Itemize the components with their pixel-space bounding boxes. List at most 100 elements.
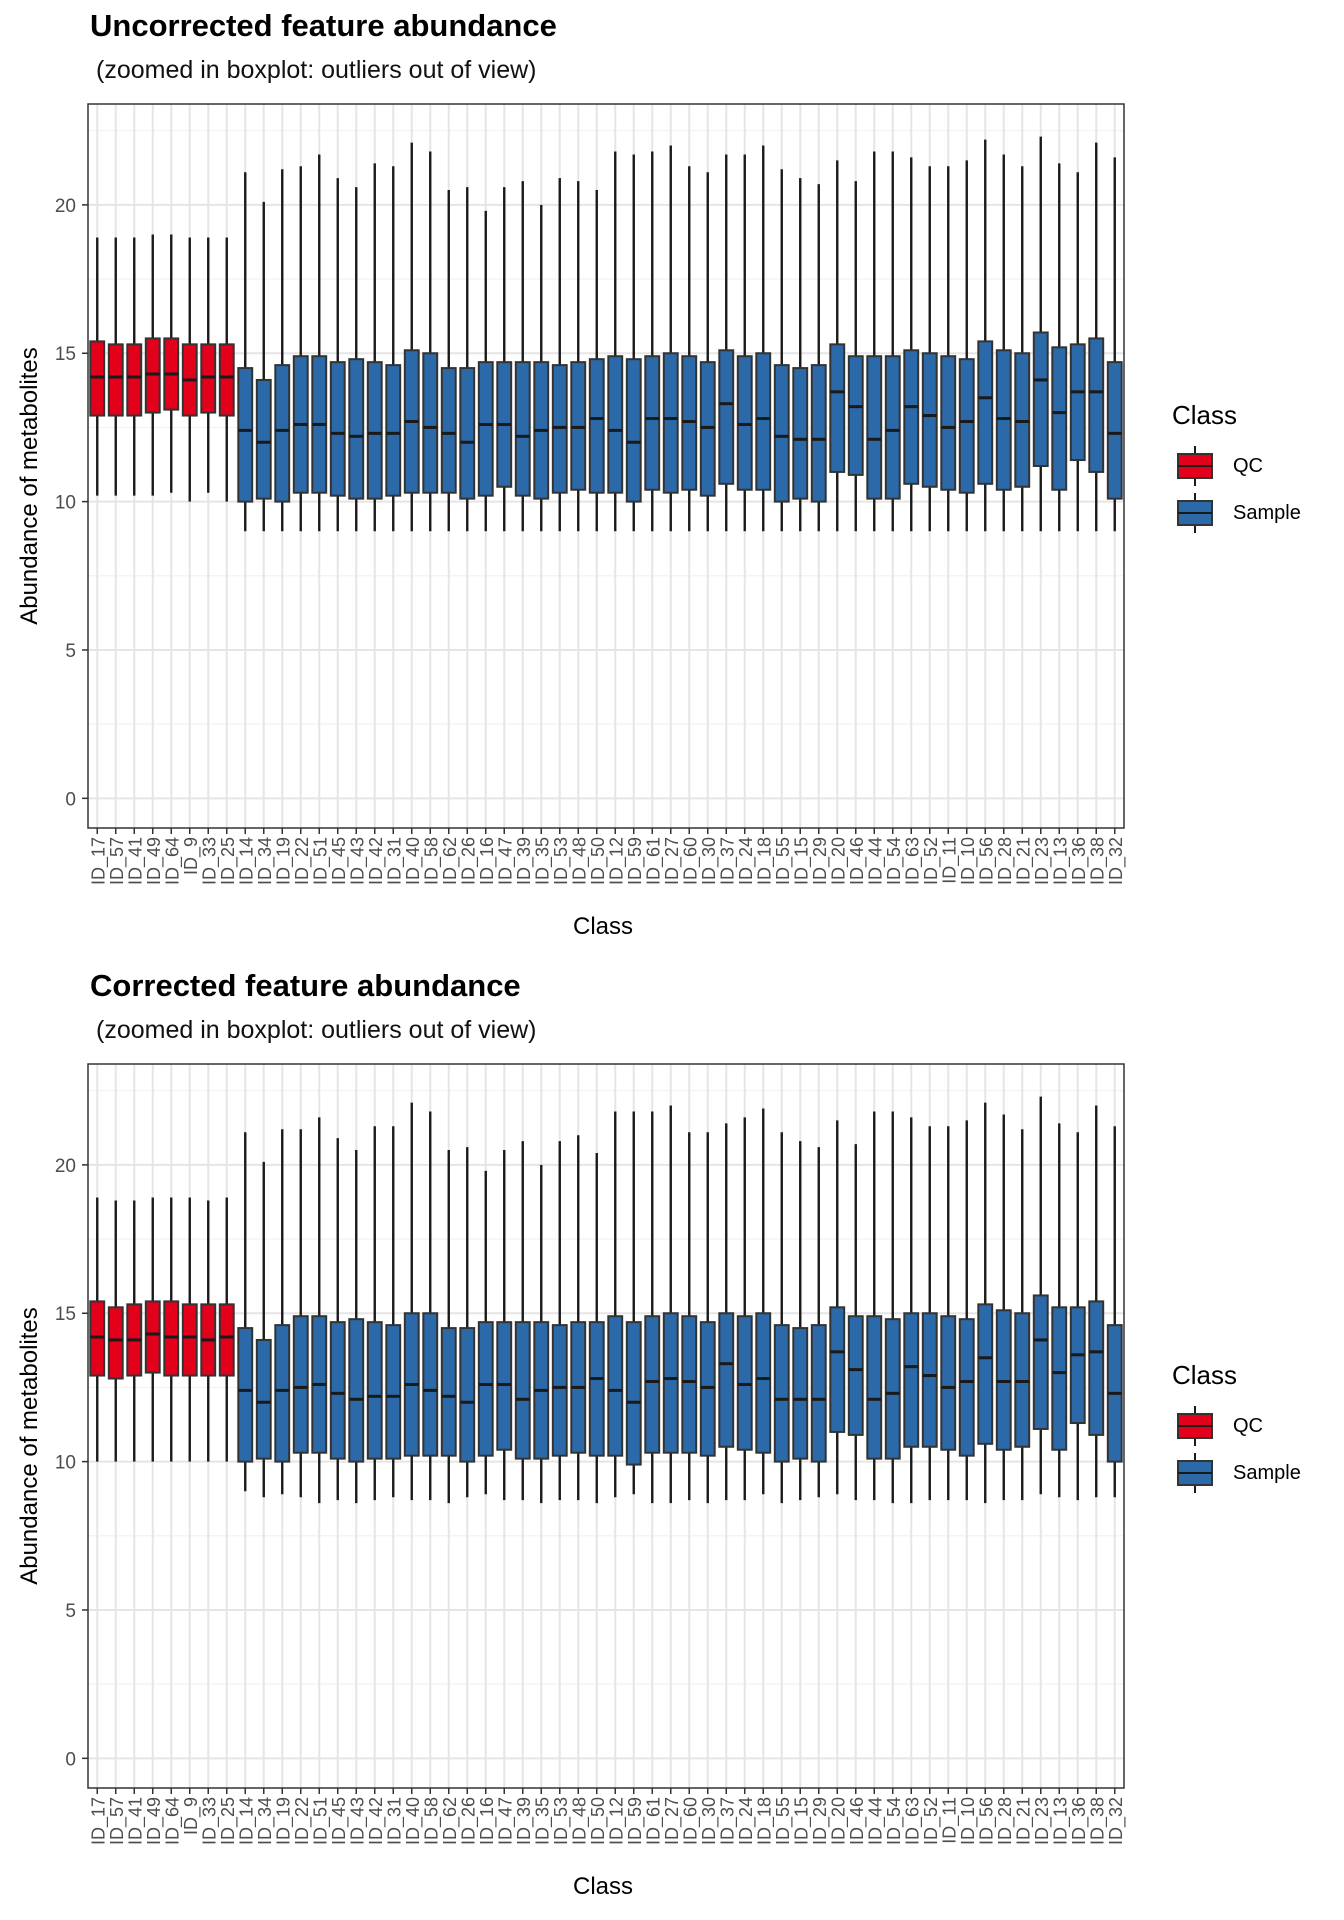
box-iqr — [144, 1300, 161, 1374]
x-tick-label: ID_19 — [273, 1797, 294, 1845]
x-tick-label: ID_13 — [1050, 1797, 1071, 1845]
x-axis-label: Class — [573, 913, 634, 940]
chart-subtitle: (zoomed in boxplot: outliers out of view… — [96, 1016, 537, 1044]
box-iqr — [366, 1321, 383, 1460]
box-iqr — [903, 349, 920, 485]
box-iqr — [866, 355, 883, 500]
box-iqr — [440, 1327, 457, 1457]
box-iqr — [625, 1321, 642, 1466]
box-iqr — [1088, 337, 1105, 473]
x-tick-label: ID_60 — [680, 1797, 701, 1845]
legend-label-sample: Sample — [1233, 1462, 1301, 1484]
box-ID_25 — [218, 237, 235, 502]
box-ID_53 — [551, 178, 568, 532]
box-iqr — [884, 1318, 901, 1460]
box-ID_49 — [144, 234, 161, 496]
box-iqr — [218, 343, 235, 417]
legend-key-qc — [1177, 1406, 1213, 1446]
x-tick-label: ID_22 — [292, 837, 313, 885]
box-ID_9 — [181, 237, 198, 502]
box-ID_19 — [274, 169, 291, 532]
box-iqr — [440, 367, 457, 494]
box-iqr — [348, 358, 365, 500]
box-ID_45 — [329, 1138, 346, 1501]
x-tick-label: ID_62 — [440, 1797, 461, 1845]
chart-panel-uncorrected: Uncorrected feature abundance (zoomed in… — [16, 8, 1301, 940]
x-tick-label: ID_26 — [458, 1797, 479, 1845]
box-ID_43 — [348, 187, 365, 532]
box-iqr — [551, 1324, 568, 1457]
boxplot-svg: 05101520ID_17ID_57ID_41ID_49ID_64ID_9ID_… — [55, 103, 1213, 885]
x-tick-label: ID_37 — [717, 837, 738, 885]
x-tick-label: ID_53 — [551, 837, 572, 885]
box-ID_26 — [459, 187, 476, 532]
x-tick-label: ID_48 — [569, 837, 590, 885]
x-tick-label: ID_40 — [403, 837, 424, 885]
x-tick-label: ID_60 — [680, 837, 701, 885]
box-ID_50 — [588, 1153, 605, 1504]
x-tick-label: ID_41 — [125, 837, 146, 885]
box-ID_12 — [607, 151, 624, 532]
box-iqr — [588, 358, 605, 494]
box-iqr — [366, 361, 383, 500]
x-tick-label: ID_40 — [403, 1797, 424, 1845]
box-ID_31 — [385, 1126, 402, 1498]
x-tick-label: ID_45 — [329, 837, 350, 885]
box-ID_20 — [829, 1120, 846, 1495]
box-iqr — [662, 352, 679, 494]
box-iqr — [274, 364, 291, 503]
box-iqr — [773, 1324, 790, 1463]
box-iqr — [107, 343, 124, 417]
x-tick-label: ID_24 — [736, 1797, 757, 1845]
box-iqr — [218, 1303, 235, 1377]
x-tick-label: ID_50 — [588, 837, 609, 885]
box-iqr — [459, 367, 476, 500]
x-tick-label: ID_30 — [699, 1797, 720, 1845]
x-tick-label: ID_17 — [88, 1797, 109, 1845]
box-ID_32 — [1106, 1126, 1123, 1498]
x-tick-label: ID_45 — [329, 1797, 350, 1845]
y-tick-label: 15 — [55, 1304, 76, 1325]
x-tick-label: ID_46 — [847, 837, 868, 885]
box-ID_46 — [847, 1144, 864, 1501]
x-tick-label: ID_56 — [976, 837, 997, 885]
box-ID_24 — [736, 1117, 753, 1501]
box-ID_30 — [699, 1132, 716, 1504]
x-tick-label: ID_17 — [88, 837, 109, 885]
x-tick-label: ID_35 — [532, 1797, 553, 1845]
x-tick-label: ID_15 — [791, 1797, 812, 1845]
box-ID_18 — [755, 145, 772, 532]
box-iqr — [126, 343, 143, 417]
x-tick-label: ID_63 — [902, 1797, 923, 1845]
legend-title: Class — [1172, 400, 1238, 430]
y-tick-label: 10 — [55, 1453, 76, 1474]
box-iqr — [107, 1306, 124, 1380]
box-ID_58 — [422, 151, 439, 532]
box-ID_19 — [274, 1129, 291, 1495]
x-tick-label: ID_34 — [255, 837, 276, 885]
x-tick-label: ID_51 — [310, 1797, 331, 1845]
box-iqr — [255, 378, 272, 500]
box-iqr — [921, 1312, 938, 1448]
box-ID_23 — [1032, 1096, 1049, 1495]
plot-border — [87, 103, 1125, 829]
box-iqr — [237, 367, 254, 503]
box-iqr — [847, 355, 864, 476]
box-ID_33 — [200, 237, 217, 493]
y-tick-label: 10 — [55, 493, 76, 514]
box-ID_29 — [810, 184, 827, 532]
x-tick-label: ID_25 — [218, 1797, 239, 1845]
box-ID_15 — [792, 1141, 809, 1501]
box-ID_63 — [903, 157, 920, 532]
box-ID_45 — [329, 178, 346, 532]
box-ID_14 — [237, 172, 254, 532]
x-tick-label: ID_37 — [717, 1797, 738, 1845]
x-tick-label: ID_20 — [828, 1797, 849, 1845]
box-iqr — [958, 1318, 975, 1457]
x-tick-label: ID_10 — [958, 1797, 979, 1845]
box-iqr — [940, 355, 957, 491]
legend-key-sample — [1177, 493, 1213, 533]
x-tick-label: ID_34 — [255, 1797, 276, 1845]
box-iqr — [866, 1315, 883, 1460]
box-ID_57 — [107, 237, 124, 496]
